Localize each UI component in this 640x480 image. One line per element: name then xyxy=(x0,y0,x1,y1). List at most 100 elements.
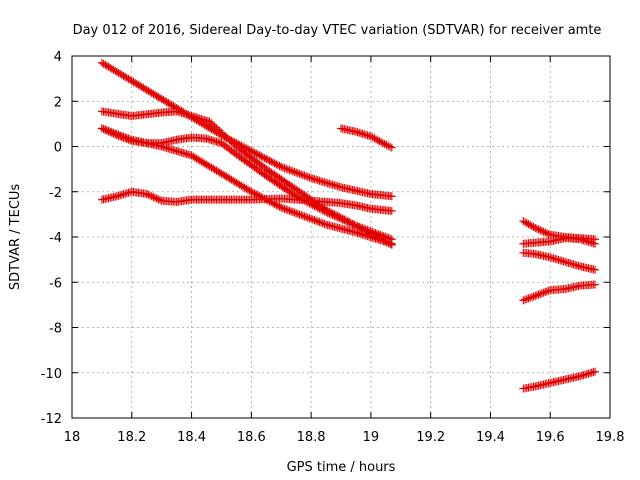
data-point xyxy=(116,131,125,140)
x-tick-label: 18.4 xyxy=(177,430,206,445)
data-point xyxy=(187,151,196,160)
data-point xyxy=(270,159,279,168)
data-point xyxy=(350,220,359,229)
data-point xyxy=(526,221,535,230)
data-point xyxy=(332,212,341,221)
data-point xyxy=(387,239,396,248)
data-point xyxy=(112,130,121,139)
data-point xyxy=(234,179,243,188)
data-point xyxy=(522,219,531,228)
data-point xyxy=(532,224,541,233)
data-point xyxy=(277,203,286,212)
data-point xyxy=(101,60,110,69)
data-point xyxy=(200,159,209,168)
data-point xyxy=(387,206,396,215)
data-point xyxy=(258,153,267,162)
data-point xyxy=(207,163,216,172)
data-point xyxy=(268,158,277,167)
data-point xyxy=(197,157,206,166)
data-point xyxy=(537,226,546,235)
data-point xyxy=(134,80,143,89)
x-tick-label: 19 xyxy=(363,430,380,445)
data-point xyxy=(524,220,533,229)
data-point xyxy=(111,129,120,138)
data-point xyxy=(152,194,161,203)
data-point xyxy=(156,93,165,102)
data-point xyxy=(338,215,347,224)
data-point xyxy=(262,154,271,163)
data-point xyxy=(285,166,294,175)
data-point xyxy=(227,175,236,184)
data-point xyxy=(333,213,342,222)
data-point xyxy=(230,177,239,186)
data-point xyxy=(152,91,161,100)
data-point xyxy=(591,280,600,289)
data-point xyxy=(337,214,345,223)
data-point xyxy=(154,195,163,204)
data-point xyxy=(320,207,329,216)
data-point xyxy=(165,100,174,109)
data-point xyxy=(300,212,309,221)
data-point xyxy=(159,95,168,104)
data-point xyxy=(137,82,146,91)
data-point xyxy=(524,294,533,303)
series-track-10 xyxy=(519,234,600,248)
data-point xyxy=(210,165,219,174)
axis-ticks: 18 18.2 18.4 18.6 18.8 19 19.2 19.4 19.6 19.8 -12 -… xyxy=(41,50,625,445)
series-track-7 xyxy=(97,187,396,215)
data-point xyxy=(114,130,123,139)
data-point xyxy=(190,153,199,162)
data-point xyxy=(121,72,130,81)
data-point xyxy=(327,210,336,219)
data-point xyxy=(248,188,257,197)
series-track-13 xyxy=(519,367,600,393)
data-point xyxy=(541,228,550,237)
x-axis-label: GPS time / hours xyxy=(287,460,396,475)
data-point xyxy=(302,213,311,222)
data-point xyxy=(109,65,118,74)
data-point xyxy=(330,211,339,220)
x-tick-label: 18 xyxy=(64,430,81,445)
data-point xyxy=(297,211,306,220)
series-track-11 xyxy=(519,248,600,274)
data-point xyxy=(209,164,218,173)
data-point xyxy=(527,293,536,302)
data-point xyxy=(298,211,307,220)
data-point xyxy=(380,140,389,149)
data-point xyxy=(384,141,393,150)
data-point xyxy=(387,192,396,201)
x-tick-label: 18.2 xyxy=(117,430,146,445)
data-point xyxy=(235,180,244,189)
data-point xyxy=(273,161,282,170)
data-point xyxy=(377,138,386,147)
data-point xyxy=(109,128,118,137)
data-point xyxy=(313,217,322,226)
data-point xyxy=(162,98,171,107)
series-track-8 xyxy=(337,124,396,152)
data-point xyxy=(318,206,327,215)
data-point xyxy=(136,81,145,90)
data-point xyxy=(531,291,540,300)
data-point xyxy=(368,133,377,142)
data-point xyxy=(341,217,350,226)
data-point xyxy=(99,125,108,134)
data-point xyxy=(591,265,600,274)
data-point xyxy=(386,142,395,151)
data-point xyxy=(97,124,106,133)
data-point xyxy=(275,161,284,170)
data-point xyxy=(242,184,251,193)
data-point xyxy=(126,75,135,84)
data-point xyxy=(252,149,261,158)
data-point xyxy=(195,156,204,165)
data-point xyxy=(164,99,173,108)
data-point xyxy=(157,94,166,103)
data-point xyxy=(527,222,536,231)
data-point xyxy=(275,202,284,211)
data-point xyxy=(217,169,226,178)
data-point xyxy=(322,208,331,217)
data-point xyxy=(534,290,543,299)
data-point xyxy=(372,135,381,144)
data-point xyxy=(247,187,256,196)
x-tick-label: 19.8 xyxy=(596,430,625,445)
data-point xyxy=(542,287,551,296)
